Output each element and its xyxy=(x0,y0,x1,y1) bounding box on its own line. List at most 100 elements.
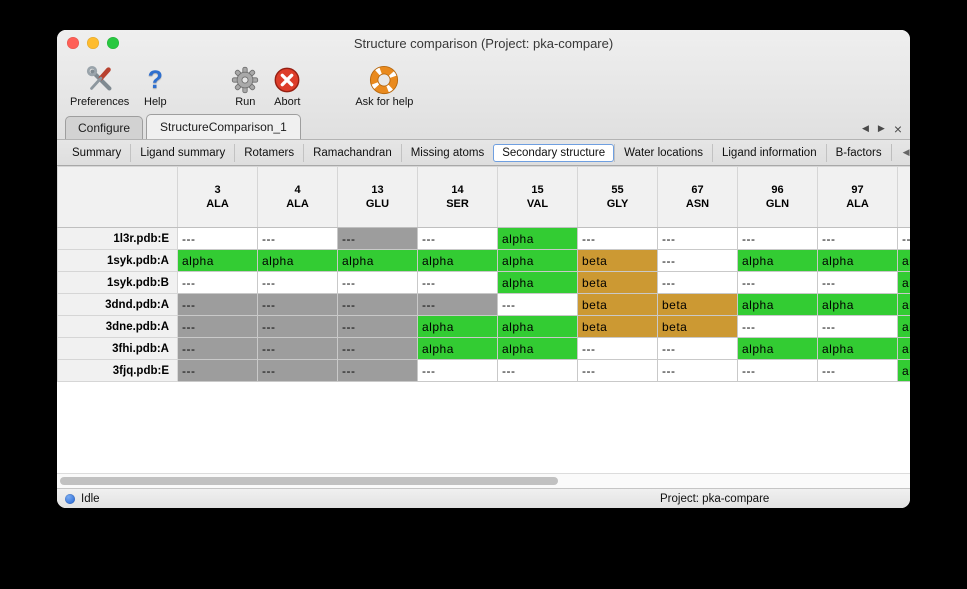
structure-cell[interactable]: --- xyxy=(417,359,498,382)
structure-cell[interactable]: alpha xyxy=(737,337,818,360)
toolbar-button-preferences[interactable]: Preferences xyxy=(65,65,134,108)
structure-cell[interactable]: --- xyxy=(257,315,338,338)
structure-cell[interactable]: --- xyxy=(577,227,658,250)
tab-next-button[interactable]: ▶ xyxy=(877,123,885,133)
tab-prev-button[interactable]: ◀ xyxy=(861,123,869,133)
structure-cell[interactable]: --- xyxy=(417,293,498,316)
structure-cell[interactable]: beta xyxy=(657,315,738,338)
structure-cell[interactable]: --- xyxy=(737,271,818,294)
row-label[interactable]: 1syk.pdb:A xyxy=(57,249,178,272)
structure-cell[interactable]: --- xyxy=(657,337,738,360)
structure-cell[interactable]: alpha xyxy=(737,293,818,316)
row-label[interactable]: 3fhi.pdb:A xyxy=(57,337,178,360)
structure-cell[interactable]: beta xyxy=(577,249,658,272)
structure-cell[interactable]: alpha xyxy=(897,271,910,294)
structure-cell[interactable]: alpha xyxy=(177,249,258,272)
row-label[interactable]: 3fjq.pdb:E xyxy=(57,359,178,382)
tab-configure[interactable]: Configure xyxy=(65,116,144,139)
structure-cell[interactable]: --- xyxy=(657,359,738,382)
structure-cell[interactable]: alpha xyxy=(417,337,498,360)
subtab-ramachandran[interactable]: Ramachandran xyxy=(303,143,401,162)
structure-cell[interactable]: alpha xyxy=(337,249,418,272)
structure-cell[interactable]: alpha xyxy=(897,359,910,382)
structure-cell[interactable]: --- xyxy=(337,315,418,338)
structure-cell[interactable]: --- xyxy=(177,315,258,338)
structure-cell[interactable]: --- xyxy=(257,271,338,294)
structure-cell[interactable]: --- xyxy=(257,293,338,316)
structure-cell[interactable]: --- xyxy=(177,359,258,382)
structure-cell[interactable]: --- xyxy=(497,359,578,382)
structure-cell[interactable]: beta xyxy=(577,293,658,316)
structure-cell[interactable]: beta xyxy=(577,271,658,294)
structure-cell[interactable]: alpha xyxy=(497,337,578,360)
subtab-ligand-summary[interactable]: Ligand summary xyxy=(130,143,234,162)
structure-cell[interactable]: --- xyxy=(897,227,910,250)
structure-cell[interactable]: alpha xyxy=(897,249,910,272)
structure-cell[interactable]: alpha xyxy=(497,315,578,338)
structure-cell[interactable]: alpha xyxy=(497,249,578,272)
structure-cell[interactable]: beta xyxy=(577,315,658,338)
subtab-summary[interactable]: Summary xyxy=(72,146,122,159)
close-window-button[interactable] xyxy=(67,37,79,49)
structure-cell[interactable]: --- xyxy=(417,227,498,250)
structure-cell[interactable]: alpha xyxy=(257,249,338,272)
structure-cell[interactable]: --- xyxy=(257,337,338,360)
structure-cell[interactable]: alpha xyxy=(737,249,818,272)
toolbar-button-ask-for-help[interactable]: Ask for help xyxy=(350,65,418,108)
row-label[interactable]: 1l3r.pdb:E xyxy=(57,227,178,250)
structure-cell[interactable]: --- xyxy=(737,359,818,382)
row-label[interactable]: 3dnd.pdb:A xyxy=(57,293,178,316)
structure-cell[interactable]: --- xyxy=(177,293,258,316)
structure-cell[interactable]: alpha xyxy=(817,249,898,272)
structure-cell[interactable]: alpha xyxy=(497,271,578,294)
structure-cell[interactable]: --- xyxy=(737,227,818,250)
structure-cell[interactable]: alpha xyxy=(897,337,910,360)
structure-cell[interactable]: --- xyxy=(337,293,418,316)
tab-structurecomparison-1[interactable]: StructureComparison_1 xyxy=(146,114,301,139)
structure-cell[interactable]: --- xyxy=(417,271,498,294)
structure-cell[interactable]: --- xyxy=(657,227,738,250)
zoom-window-button[interactable] xyxy=(107,37,119,49)
structure-cell[interactable]: --- xyxy=(337,337,418,360)
structure-cell[interactable]: beta xyxy=(657,293,738,316)
row-label[interactable]: 1syk.pdb:B xyxy=(57,271,178,294)
horizontal-scrollbar[interactable] xyxy=(57,473,910,488)
subtab-secondary-structure[interactable]: Secondary structure xyxy=(493,143,615,162)
structure-cell[interactable]: --- xyxy=(177,227,258,250)
structure-cell[interactable]: --- xyxy=(257,359,338,382)
tab-close-button[interactable]: × xyxy=(893,120,902,137)
structure-cell[interactable]: --- xyxy=(577,337,658,360)
structure-cell[interactable]: --- xyxy=(577,359,658,382)
structure-cell[interactable]: --- xyxy=(657,249,738,272)
structure-cell[interactable]: --- xyxy=(657,271,738,294)
structure-cell[interactable]: --- xyxy=(337,271,418,294)
structure-cell[interactable]: --- xyxy=(177,337,258,360)
toolbar-button-help[interactable]: ? Help xyxy=(134,65,176,109)
subtab-missing-atoms[interactable]: Missing atoms xyxy=(400,143,494,162)
structure-cell[interactable]: alpha xyxy=(497,227,578,250)
structure-cell[interactable]: alpha xyxy=(417,249,498,272)
structure-cell[interactable]: --- xyxy=(257,227,338,250)
structure-cell[interactable]: --- xyxy=(817,315,898,338)
subtab-b-factors[interactable]: B-factors xyxy=(825,143,891,162)
structure-cell[interactable]: --- xyxy=(337,359,418,382)
subtab-ligand-information[interactable]: Ligand information xyxy=(711,143,826,162)
structure-cell[interactable]: alpha xyxy=(897,293,910,316)
structure-cell[interactable]: --- xyxy=(817,359,898,382)
structure-cell[interactable]: alpha xyxy=(417,315,498,338)
structure-cell[interactable]: --- xyxy=(177,271,258,294)
scrollbar-thumb[interactable] xyxy=(60,477,558,485)
toolbar-button-run[interactable]: Run xyxy=(224,65,266,108)
structure-cell[interactable]: --- xyxy=(337,227,418,250)
subtab-water-locations[interactable]: Water locations xyxy=(614,143,712,162)
structure-cell[interactable]: alpha xyxy=(817,293,898,316)
structure-cell[interactable]: --- xyxy=(817,227,898,250)
structure-cell[interactable]: alpha xyxy=(897,315,910,338)
minimize-window-button[interactable] xyxy=(87,37,99,49)
row-label[interactable]: 3dne.pdb:A xyxy=(57,315,178,338)
structure-cell[interactable]: --- xyxy=(737,315,818,338)
structure-cell[interactable]: alpha xyxy=(817,337,898,360)
structure-cell[interactable]: --- xyxy=(817,271,898,294)
structure-cell[interactable]: --- xyxy=(497,293,578,316)
toolbar-button-abort[interactable]: Abort xyxy=(266,65,308,108)
